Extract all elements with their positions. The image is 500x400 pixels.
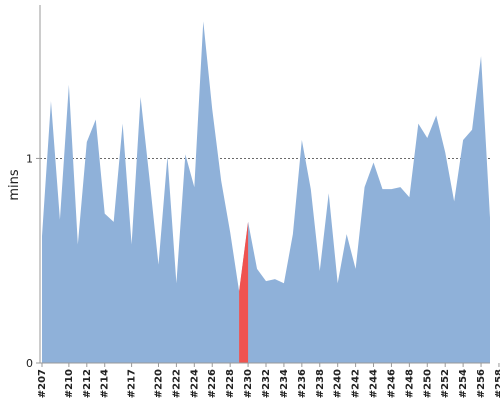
x-tick-label: #232 xyxy=(261,369,272,398)
area-series xyxy=(42,21,490,364)
x-tick-label: #222 xyxy=(171,369,182,398)
x-tick-label: #248 xyxy=(404,369,415,398)
x-tick-label: #224 xyxy=(189,369,200,398)
x-tick-label: #228 xyxy=(225,369,236,398)
x-tick-label: #236 xyxy=(297,369,308,398)
y-axis-label: mins xyxy=(7,169,22,201)
x-tick-label: #217 xyxy=(127,369,138,398)
y-tick-label: 1 xyxy=(26,152,33,165)
x-tick-label: #246 xyxy=(386,369,397,398)
x-tick-label: #207 xyxy=(37,369,48,398)
x-tick-label: #250 xyxy=(422,369,433,398)
x-tick-label: #254 xyxy=(458,369,469,398)
x-tick-label: #234 xyxy=(279,369,290,398)
x-tick-label: #226 xyxy=(207,369,218,398)
x-tick-label: #230 xyxy=(243,369,254,398)
y-tick-label: 0 xyxy=(26,357,33,370)
x-tick-label: #240 xyxy=(333,369,344,398)
highlight-segment xyxy=(239,221,249,363)
x-tick-label: #244 xyxy=(369,369,380,398)
x-tick-label: #212 xyxy=(82,369,93,398)
x-tick-label: #242 xyxy=(351,369,362,398)
x-tick-label: #256 xyxy=(476,369,487,398)
x-tick-label: #252 xyxy=(440,369,451,398)
x-tick-label: #220 xyxy=(153,369,164,398)
x-tick-label: #210 xyxy=(64,369,75,398)
x-tick-label: #238 xyxy=(315,369,326,398)
x-tick-label: #258 xyxy=(494,369,500,398)
x-tick-label: #214 xyxy=(100,369,111,398)
